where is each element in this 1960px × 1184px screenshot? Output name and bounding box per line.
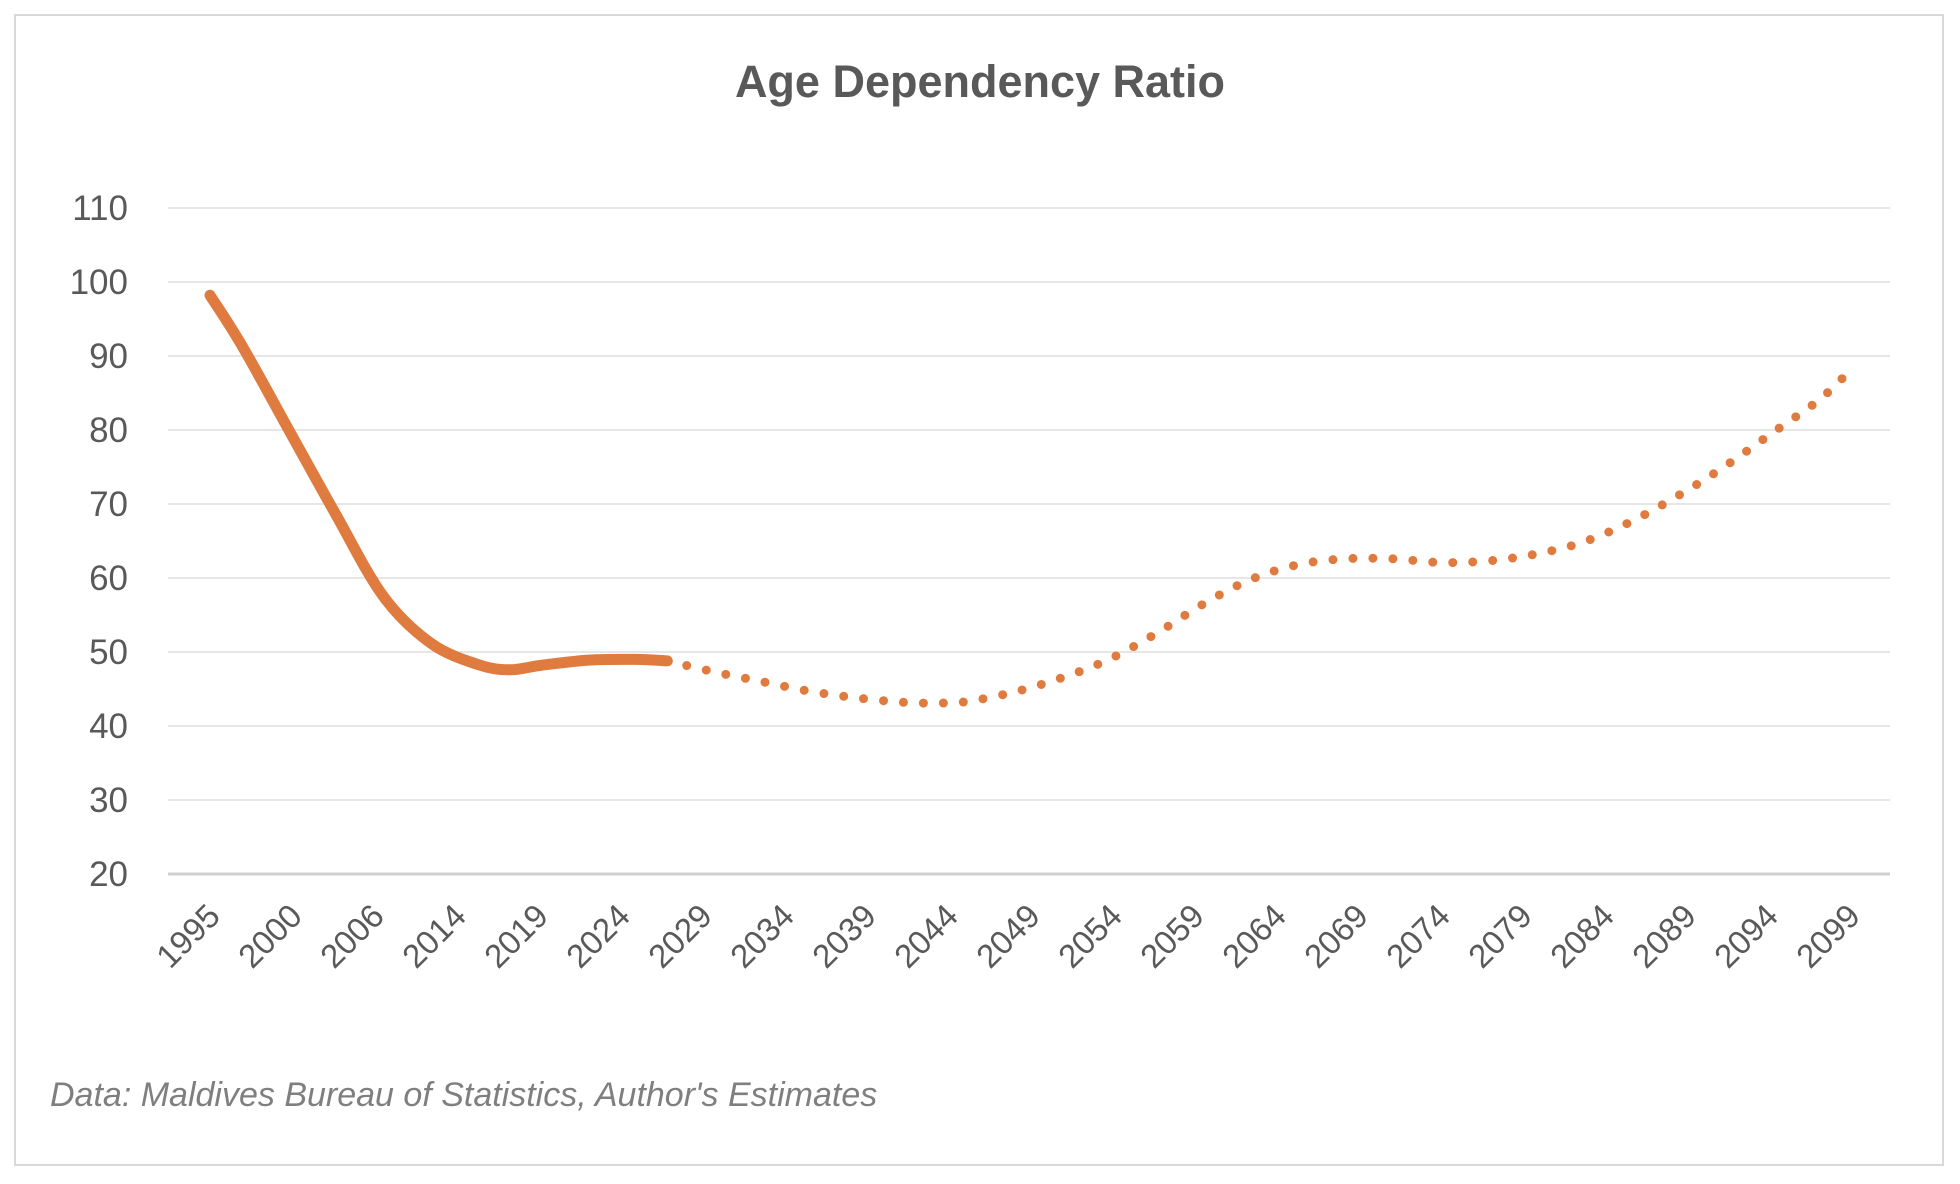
- x-tick-label: 2074: [1379, 897, 1457, 975]
- x-tick-label: 2059: [1133, 897, 1211, 975]
- y-axis-ticks: 20 30 40 50 60 70 80 90 100 110: [70, 189, 128, 894]
- x-axis-ticks: 1995 2000 2006 2014 2019 2024 2029 2034 2039 2044…: [149, 897, 1867, 975]
- x-tick-label: 2049: [969, 897, 1047, 975]
- x-tick-label: 2064: [1215, 897, 1293, 975]
- x-tick-label: 2034: [723, 897, 801, 975]
- x-tick-label: 2084: [1543, 897, 1621, 975]
- x-tick-label: 2029: [641, 897, 719, 975]
- x-tick-label: 2069: [1297, 897, 1375, 975]
- x-tick-label: 2006: [313, 897, 391, 975]
- x-tick-label: 2044: [887, 897, 965, 975]
- series-lines: [204, 289, 1855, 708]
- chart-title: Age Dependency Ratio: [734, 56, 1226, 107]
- y-tick-label: 30: [89, 781, 128, 820]
- x-tick-label: 2014: [395, 897, 473, 975]
- x-tick-label: 2000: [231, 897, 309, 975]
- x-tick-label: 2054: [1051, 897, 1129, 975]
- gridlines: [168, 207, 1890, 876]
- y-tick-label: 80: [89, 411, 128, 450]
- x-tick-label: 1995: [149, 897, 227, 975]
- x-tick-label: 2099: [1789, 897, 1867, 975]
- chart-frame: [14, 14, 1944, 1166]
- x-tick-label: 2019: [477, 897, 555, 975]
- y-tick-label: 70: [89, 485, 128, 524]
- y-tick-label: 100: [70, 263, 128, 302]
- historical-series-line: [204, 289, 673, 676]
- y-tick-label: 60: [89, 559, 128, 598]
- x-tick-label: 2039: [805, 897, 883, 975]
- x-tick-label: 2079: [1461, 897, 1539, 975]
- y-tick-label: 40: [89, 707, 128, 746]
- x-tick-label: 2089: [1625, 897, 1703, 975]
- x-tick-label: 2024: [559, 897, 637, 975]
- y-tick-label: 20: [89, 855, 128, 894]
- projected-series-line: [662, 366, 1855, 708]
- y-tick-label: 50: [89, 633, 128, 672]
- y-tick-label: 110: [72, 189, 128, 228]
- source-note: Data: Maldives Bureau of Statistics, Aut…: [50, 1076, 878, 1114]
- y-tick-label: 90: [89, 337, 128, 376]
- x-tick-label: 2094: [1707, 897, 1785, 975]
